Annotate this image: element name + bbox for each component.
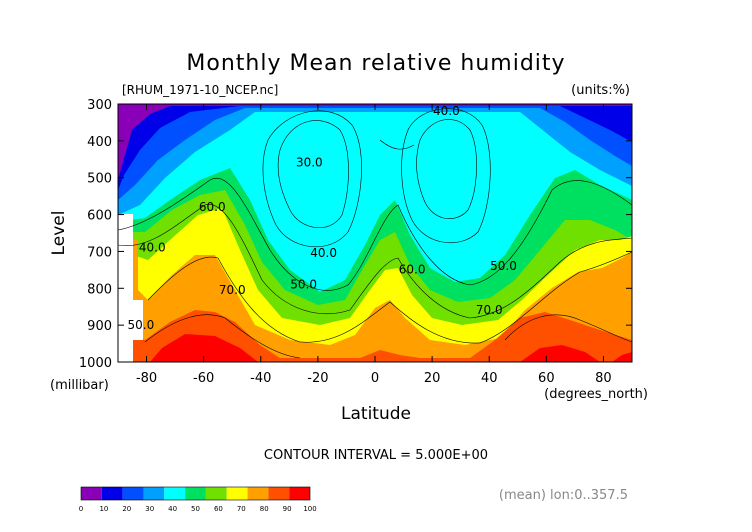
units-label: (units:%) — [571, 83, 630, 98]
y-axis: 300 400 500 600 700 800 900 1000 — [79, 98, 632, 371]
x-axis-label: Latitude — [341, 404, 411, 424]
y-tick-label: 600 — [87, 209, 112, 224]
missing-data-strip — [133, 240, 138, 300]
contour-line — [144, 314, 301, 359]
y-tick-label: 300 — [87, 98, 112, 113]
contour-label: 50.0 — [290, 277, 317, 291]
colorbar-swatch — [101, 487, 123, 500]
x-unit-label: (degrees_north) — [544, 387, 648, 402]
colorbar-label: 50 — [191, 505, 200, 513]
y-unit-label: (millibar) — [50, 378, 109, 393]
y-tick-label: 900 — [87, 319, 112, 334]
colorbar-label: 10 — [99, 505, 108, 513]
x-tick-label: -80 — [136, 371, 157, 386]
x-tick-label: 0 — [371, 371, 379, 386]
colorbar-label: 90 — [283, 505, 292, 513]
contour-label: 70.0 — [219, 283, 246, 297]
contour-label: 70.0 — [476, 303, 503, 317]
y-axis-label: Level — [49, 211, 69, 256]
colorbar-swatch — [289, 487, 310, 500]
contour-labels: 30.0 40.0 60.0 40.0 40.0 50.0 60.0 50.0 70.0 70.0… — [127, 104, 516, 332]
chart-title: Monthly Mean relative humidity — [186, 51, 565, 76]
y-tick-label: 700 — [87, 245, 112, 260]
contour-label: 30.0 — [296, 156, 323, 170]
colorbar-swatch — [81, 487, 102, 500]
x-tick-label: 40 — [481, 371, 498, 386]
x-axis: -80 -60 -40 -20 0 20 40 60 80 — [136, 104, 612, 386]
contour-line — [401, 108, 491, 244]
x-tick-label: 80 — [595, 371, 612, 386]
colorbar-frame — [80, 486, 311, 501]
colorbar-label: 80 — [260, 505, 269, 513]
y-tick-label: 400 — [87, 135, 112, 150]
contour-label: 50.0 — [490, 259, 517, 273]
region-red-orange — [118, 310, 632, 362]
colorbar-label: 100 — [303, 505, 316, 513]
contour-line — [118, 204, 632, 319]
colorbar-swatch — [164, 487, 186, 500]
contour-line — [262, 110, 362, 247]
contour-line — [277, 120, 349, 229]
region-red — [150, 334, 632, 362]
colorbar-label: 30 — [145, 505, 154, 513]
y-tick-label: 1000 — [79, 356, 112, 371]
contour-line — [379, 139, 415, 150]
x-tick-label: -40 — [250, 371, 271, 386]
contour-interval-label: CONTOUR INTERVAL = 5.000E+00 — [264, 448, 488, 463]
colorbar-swatch — [247, 487, 269, 500]
colorbar-swatch — [268, 487, 290, 500]
y-tick-label: 500 — [87, 172, 112, 187]
colorbar-label: 0 — [79, 505, 83, 513]
colorbar-label: 40 — [168, 505, 177, 513]
colorbar-swatch — [143, 487, 165, 500]
contour-lines — [118, 108, 632, 359]
footer-label: (mean) lon:0..357.5 — [499, 488, 628, 503]
contour-line — [147, 251, 632, 344]
contour-label: 50.0 — [127, 318, 154, 332]
contour-label: 40.0 — [433, 104, 460, 118]
contour-label: 40.0 — [310, 246, 337, 260]
contour-line — [504, 314, 632, 343]
colorbar-label: 70 — [237, 505, 246, 513]
colorbar-swatch — [185, 487, 206, 500]
file-label: [RHUM_1971-10_NCEP.nc] — [122, 83, 278, 97]
colorbar-swatch — [122, 487, 144, 500]
colorbar-swatch — [205, 487, 227, 500]
x-tick-label: -60 — [193, 371, 214, 386]
contour-label: 60.0 — [399, 263, 426, 277]
y-tick-label: 800 — [87, 282, 112, 297]
x-tick-label: 20 — [424, 371, 441, 386]
contour-field — [118, 104, 632, 362]
colorbar-label: 20 — [122, 505, 131, 513]
colorbar: 0 10 20 30 40 50 60 70 80 90 100 — [79, 486, 317, 513]
colorbar-label: 60 — [214, 505, 223, 513]
contour-label: 40.0 — [139, 240, 166, 254]
colorbar-swatch — [226, 487, 248, 500]
contour-line — [118, 177, 632, 291]
contour-label: 60.0 — [199, 200, 226, 214]
x-tick-label: 60 — [538, 371, 555, 386]
missing-data-notch — [133, 300, 143, 340]
x-tick-label: -20 — [307, 371, 328, 386]
